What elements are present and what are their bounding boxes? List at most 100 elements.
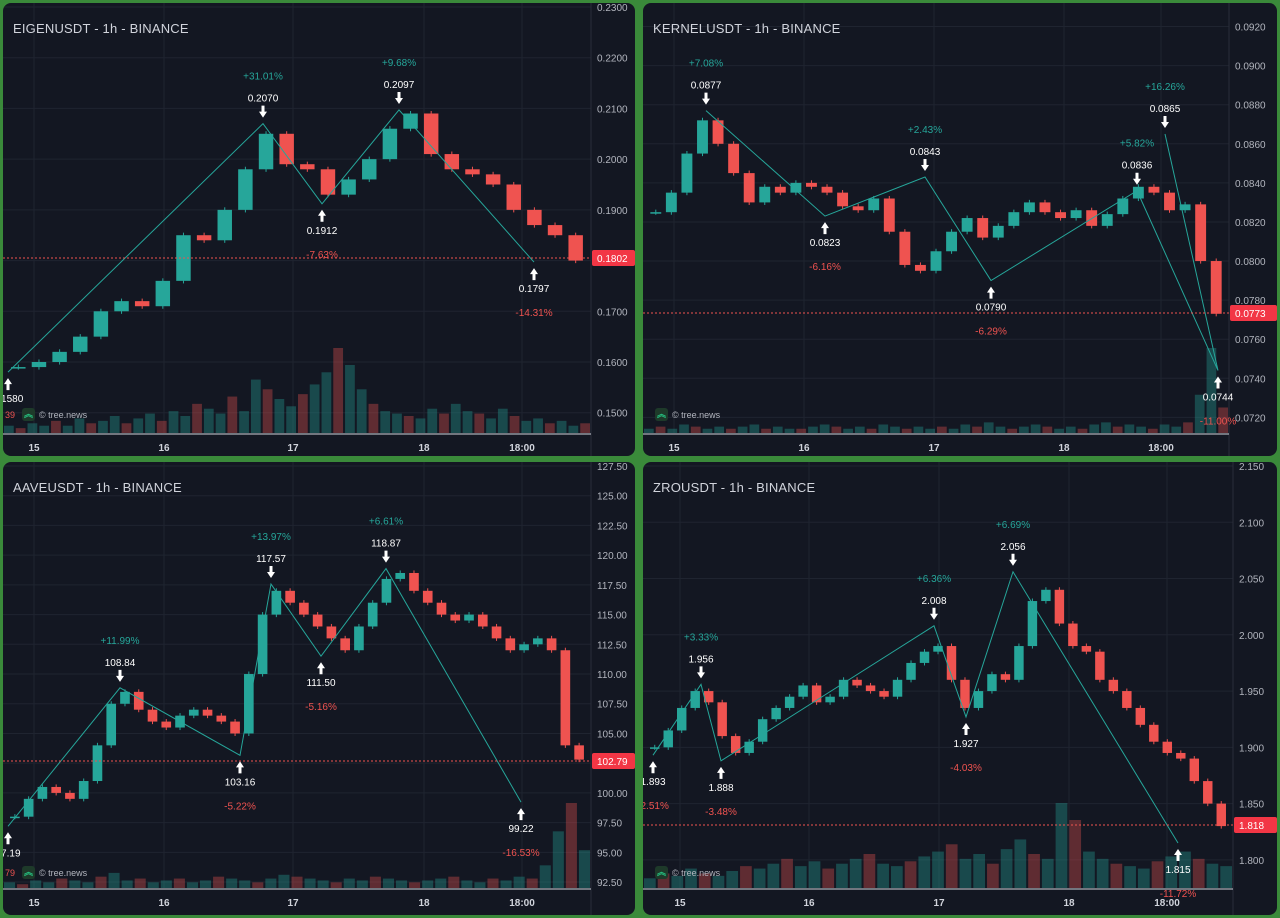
y-tick-label: 1.950 bbox=[1239, 687, 1264, 698]
volume-bar bbox=[890, 426, 900, 433]
y-tick-label: 97.50 bbox=[597, 819, 622, 830]
candle-body bbox=[533, 638, 543, 645]
last-price-tag bbox=[1234, 817, 1277, 833]
volume-bar bbox=[121, 880, 133, 888]
pivot-change-label: +11.99% bbox=[100, 636, 139, 647]
volume-bar bbox=[655, 426, 666, 433]
candle-body bbox=[216, 715, 227, 722]
volume-bar bbox=[1151, 861, 1164, 888]
watermark-lead-eigen: 39 bbox=[5, 409, 16, 420]
volume-bar bbox=[497, 408, 508, 433]
y-tick-label: 0.1700 bbox=[597, 307, 628, 318]
pivot-change-label: +16.26% bbox=[1145, 82, 1185, 93]
volume-bar bbox=[252, 882, 264, 888]
candle-body bbox=[973, 691, 984, 708]
y-tick-label: 1.900 bbox=[1239, 743, 1264, 754]
chart-panel-eigen: 0.23000.22000.21000.20000.19000.18000.17… bbox=[3, 3, 635, 456]
arrow-up-icon bbox=[4, 378, 12, 391]
volume-bar bbox=[901, 428, 912, 433]
volume-bar bbox=[286, 406, 296, 433]
volume-bar bbox=[321, 372, 332, 433]
pivot-change-label: -5.16% bbox=[305, 702, 337, 713]
pivot-price-label: 0.1797 bbox=[519, 284, 550, 295]
pivot-price-label: 0.0865 bbox=[1150, 104, 1181, 115]
candle-body bbox=[106, 703, 117, 746]
volume-bar bbox=[30, 880, 42, 888]
candle-body bbox=[367, 602, 378, 627]
volume-bar bbox=[461, 880, 473, 888]
volume-bar bbox=[448, 876, 460, 888]
volume-bar bbox=[995, 426, 1006, 433]
volume-bar bbox=[343, 878, 355, 888]
candle-body bbox=[650, 212, 662, 214]
volume-bar bbox=[863, 854, 876, 888]
candle-body bbox=[992, 225, 1004, 238]
arrow-down-icon bbox=[930, 607, 938, 620]
arrow-down-icon bbox=[1009, 553, 1017, 566]
x-tick-label: 16 bbox=[803, 898, 815, 909]
arrow-down-icon bbox=[702, 92, 710, 105]
y-tick-label: 125.00 bbox=[597, 492, 628, 503]
volume-bar bbox=[1019, 426, 1029, 433]
pivot-change-label: -11.00% bbox=[1200, 416, 1237, 427]
volume-bar bbox=[435, 878, 447, 888]
volume-bar bbox=[552, 831, 564, 888]
volume-bar bbox=[1179, 851, 1191, 888]
volume-bar bbox=[356, 880, 368, 888]
candle-body bbox=[114, 301, 129, 312]
volume-bar bbox=[450, 403, 461, 433]
volume-bar bbox=[831, 426, 842, 433]
volume-bar bbox=[972, 426, 982, 433]
volume-bar bbox=[396, 880, 408, 888]
y-tick-label: 0.0780 bbox=[1235, 296, 1266, 307]
last-price-tag bbox=[1230, 305, 1277, 321]
volume-bar bbox=[932, 851, 944, 888]
y-tick-label: 107.50 bbox=[597, 700, 628, 711]
pivot-change-label: +5.82% bbox=[1120, 139, 1154, 150]
candle-body bbox=[865, 685, 876, 692]
candle-body bbox=[879, 691, 889, 697]
candle-body bbox=[961, 218, 973, 232]
candle-body bbox=[852, 206, 864, 211]
watermark-zro: ︽ © tree.news bbox=[655, 866, 720, 879]
volume-bar bbox=[509, 416, 520, 433]
candle-body bbox=[703, 691, 714, 703]
volume-bar bbox=[403, 416, 414, 433]
x-tick-label: 15 bbox=[28, 898, 40, 909]
volume-bar bbox=[726, 871, 739, 888]
y-tick-label: 92.50 bbox=[597, 878, 622, 889]
volume-bar bbox=[1124, 424, 1135, 433]
candle-body bbox=[798, 685, 808, 697]
volume-bar bbox=[918, 856, 931, 888]
x-tick-label: 17 bbox=[287, 898, 299, 909]
volume-bar bbox=[1137, 868, 1150, 888]
volume-bar bbox=[309, 384, 320, 433]
volume-bar bbox=[186, 882, 198, 888]
candle-body bbox=[892, 679, 903, 697]
volume-bar bbox=[671, 875, 684, 888]
volume-bar bbox=[784, 428, 795, 433]
y-tick-label: 122.50 bbox=[597, 521, 628, 532]
volume-bar bbox=[578, 850, 590, 888]
candle-body bbox=[257, 614, 268, 675]
volume-bar bbox=[737, 426, 748, 433]
volume-bar bbox=[382, 878, 394, 888]
pivot-change-label: +2.43% bbox=[908, 125, 942, 136]
candle-body bbox=[1162, 741, 1173, 753]
volume-bar bbox=[145, 413, 155, 433]
pivot-price-label: 1.893 bbox=[643, 777, 666, 788]
volume-bar bbox=[767, 863, 780, 888]
volume-bar bbox=[526, 878, 538, 888]
volume-bar bbox=[1069, 820, 1082, 888]
arrow-down-icon bbox=[1133, 172, 1141, 185]
candle-body bbox=[899, 231, 911, 265]
volume-bar bbox=[168, 411, 179, 433]
volume-bar bbox=[1083, 851, 1095, 888]
candle-body bbox=[299, 602, 309, 615]
volume-bar bbox=[521, 420, 532, 433]
candle-body bbox=[202, 709, 213, 716]
x-tick-label: 17 bbox=[287, 443, 299, 454]
chart-svg-aave: 127.50 125.00 122.50 120.00 117.50 115.00 112.… bbox=[3, 462, 635, 915]
chart-svg-zro: 2.150 2.100 2.050 2.000 1.950 1.900 1.850 1.800… bbox=[643, 462, 1277, 915]
x-tick-label: 15 bbox=[28, 443, 40, 454]
